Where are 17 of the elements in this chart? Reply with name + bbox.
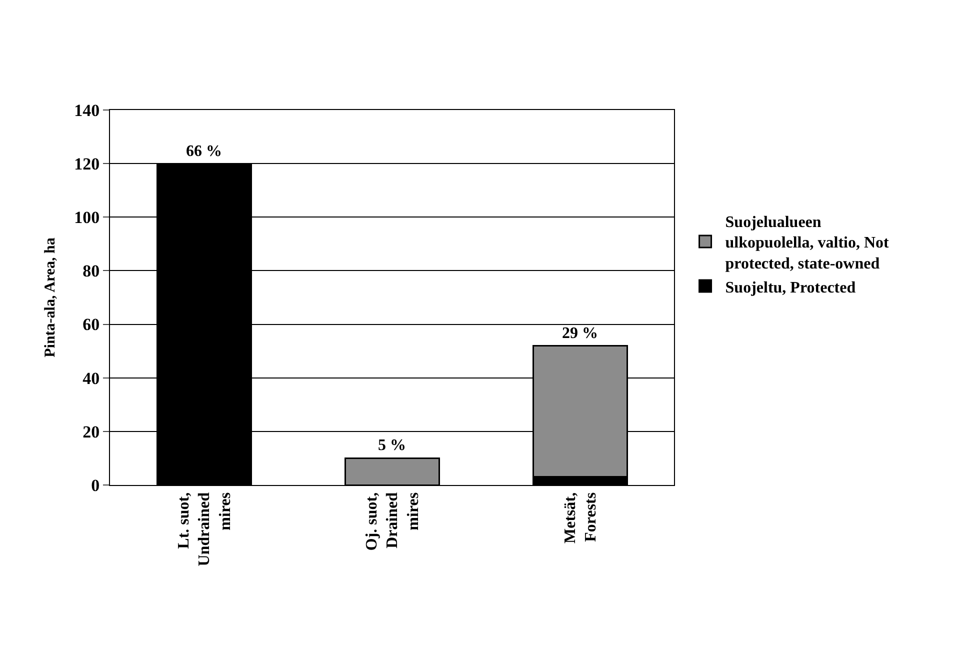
- y-tick-label: 120: [74, 154, 100, 174]
- x-tick-label: Lt. suot, Undrained mires: [175, 492, 234, 566]
- y-tick-label: 40: [82, 368, 100, 388]
- y-tick-label: 20: [82, 422, 100, 442]
- y-tick-label: 0: [91, 476, 100, 495]
- x-tick-label: Oj. suot, Drained mires: [363, 492, 422, 551]
- annotation: 29 %: [562, 325, 598, 342]
- y-tick-label: 60: [82, 315, 100, 334]
- legend-label: Suojeltu, Protected: [725, 279, 856, 296]
- y-axis-title: Pinta-ala, Area, ha: [42, 237, 58, 358]
- x-tick-label: Metsät, Forests: [562, 492, 600, 544]
- y-tick-label: 100: [74, 208, 100, 228]
- y-tick-label: 80: [82, 262, 100, 281]
- legend-label: Suojelualueen ulkopuolella, valtio, Not protected, state-owned: [725, 214, 890, 272]
- y-tick-label: 140: [74, 100, 100, 120]
- annotation: 66 %: [186, 143, 222, 160]
- annotation: 5 %: [378, 437, 406, 454]
